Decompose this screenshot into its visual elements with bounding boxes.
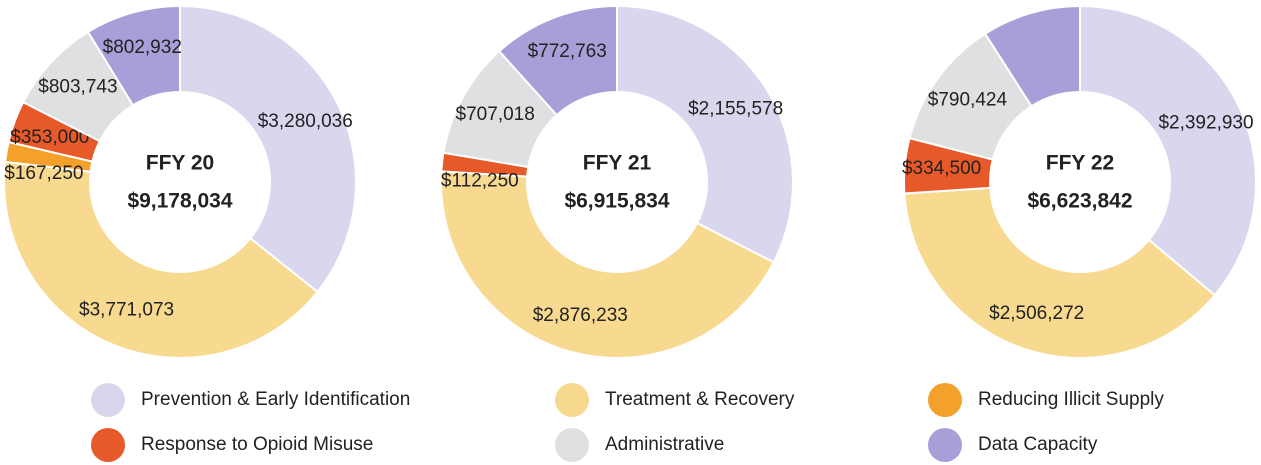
slice [86,4,181,107]
legend-label: Reducing Illicit Supply [978,389,1164,410]
chart-total: $9,178,034 [127,190,232,213]
chart-title: FFY 21 [583,152,652,175]
value-label: $802,932 [103,37,182,58]
value-label: $3,771,073 [79,299,174,320]
value-label: $803,743 [38,77,117,98]
legend-label: Data Capacity [978,434,1098,455]
legend-label: Administrative [605,434,724,455]
value-label: $353,000 [10,127,89,148]
value-label: $772,763 [528,41,607,62]
value-label: $112,250 [441,170,519,191]
slice [1079,4,1257,297]
chart-total: $6,623,842 [1027,190,1132,213]
chart-total: $6,915,834 [564,190,669,213]
slice [616,4,794,264]
value-label: $2,392,930 [1158,112,1253,133]
legend-swatch [555,428,589,462]
legend-label: Prevention & Early Identification [141,389,410,410]
value-label: $3,280,036 [258,111,353,132]
value-label: $707,018 [456,104,535,125]
slice [3,160,319,359]
value-label: $167,250 [4,163,83,184]
legend-swatch [928,428,962,462]
legend-swatch [928,383,962,417]
value-label: $334,500 [902,158,981,179]
legend-swatch [555,383,589,417]
slice [983,4,1081,108]
slice [179,4,357,294]
value-label: $2,155,578 [688,99,783,120]
slice [903,186,1217,359]
value-label: $790,424 [928,89,1008,110]
slice [440,170,775,359]
chart-title: FFY 20 [146,152,214,175]
legend-label: Treatment & Recovery [605,389,795,410]
slice [497,4,618,117]
legend-label: Response to Opioid Misuse [141,434,373,455]
legend-swatch [91,383,125,417]
legend-swatch [91,428,125,462]
value-label: $2,876,233 [533,305,628,326]
value-label: $2,506,272 [989,303,1084,324]
chart-title: FFY 22 [1046,152,1114,175]
